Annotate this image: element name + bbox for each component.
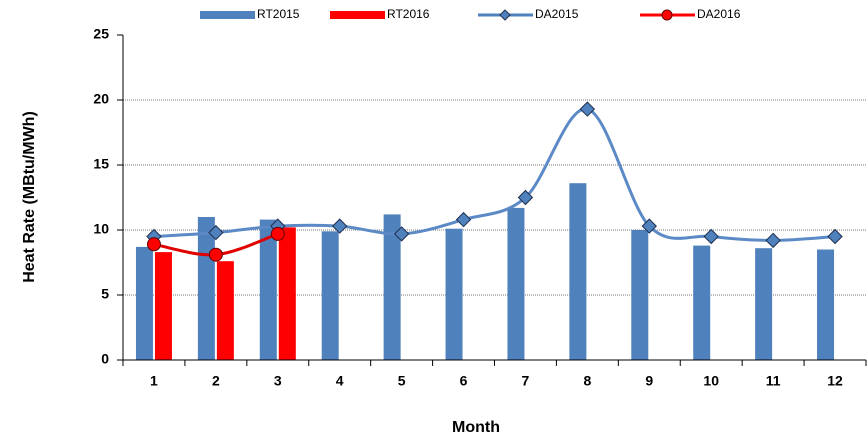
- legend-marker: [661, 9, 673, 21]
- x-tick-label: 8: [583, 373, 591, 389]
- bar: [631, 230, 649, 360]
- y-tick-label: 20: [93, 91, 109, 107]
- x-tick-label: 1: [150, 373, 158, 389]
- marker: [579, 101, 596, 117]
- x-tick-label: 12: [827, 373, 843, 389]
- legend-marker: [499, 9, 511, 21]
- x-tick-label: 11: [766, 373, 781, 389]
- bar: [259, 219, 277, 360]
- x-tick-label: 6: [460, 373, 468, 389]
- marker: [146, 237, 161, 252]
- x-tick-label: 9: [645, 373, 653, 389]
- marker: [455, 211, 472, 228]
- marker: [332, 218, 348, 234]
- x-axis-label: Month: [452, 419, 500, 436]
- marker: [208, 224, 224, 241]
- y-tick-label: 0: [101, 351, 109, 367]
- marker: [703, 228, 719, 245]
- x-tick-label: 2: [212, 373, 220, 389]
- legend-label: DA2015: [535, 7, 579, 21]
- marker: [393, 226, 410, 242]
- x-tick-label: 4: [336, 373, 344, 389]
- bar: [383, 214, 401, 360]
- bar: [817, 249, 835, 360]
- bar: [693, 245, 711, 360]
- legend-label: DA2016: [697, 7, 741, 21]
- bar: [154, 252, 172, 360]
- marker: [208, 247, 223, 262]
- bar: [197, 217, 215, 360]
- bar: [135, 246, 153, 360]
- y-tick-label: 15: [93, 156, 109, 172]
- bar: [569, 183, 587, 360]
- x-tick-label: 10: [703, 373, 719, 389]
- bar: [216, 261, 234, 360]
- x-tick-label: 3: [274, 373, 282, 389]
- legend-label: RT2015: [257, 7, 300, 21]
- y-tick-label: 10: [93, 221, 109, 237]
- bar: [755, 248, 773, 360]
- y-tick-label: 5: [101, 286, 109, 302]
- line: [153, 107, 836, 242]
- y-axis-label: Heat Rate (MBtu/MWh): [21, 111, 38, 283]
- bar: [278, 227, 296, 360]
- bar: [321, 231, 339, 360]
- x-tick-label: 7: [522, 373, 530, 389]
- legend-swatch: [330, 11, 385, 19]
- marker: [765, 232, 781, 249]
- x-tick-label: 5: [398, 373, 406, 389]
- marker: [270, 226, 285, 241]
- y-tick-label: 25: [93, 26, 109, 42]
- marker: [517, 189, 534, 206]
- marker: [827, 228, 843, 245]
- legend-swatch: [200, 11, 255, 19]
- marker: [641, 218, 657, 234]
- legend-label: RT2016: [387, 7, 430, 21]
- bar: [445, 228, 463, 360]
- bar: [507, 207, 525, 360]
